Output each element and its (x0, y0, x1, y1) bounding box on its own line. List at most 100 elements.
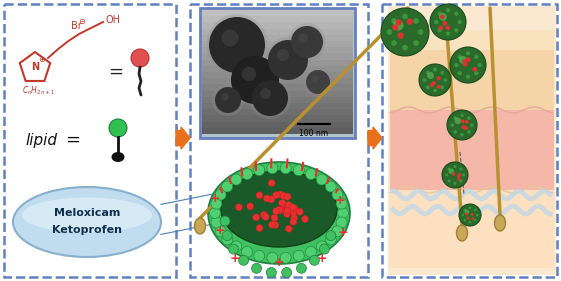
Circle shape (222, 231, 232, 241)
Circle shape (296, 208, 304, 215)
Circle shape (470, 123, 473, 127)
Bar (390, 30, 554, 110)
Circle shape (302, 216, 309, 223)
Text: =: = (65, 131, 80, 149)
Bar (202, 128, 353, 134)
Ellipse shape (221, 171, 337, 247)
Bar (388, 6, 556, 275)
Bar (202, 41, 353, 47)
Circle shape (252, 80, 288, 116)
Circle shape (396, 19, 402, 25)
Circle shape (284, 193, 291, 200)
Circle shape (392, 24, 398, 31)
Circle shape (440, 71, 444, 74)
Circle shape (222, 30, 238, 46)
Circle shape (280, 192, 287, 200)
Circle shape (332, 226, 343, 237)
Circle shape (419, 64, 451, 96)
Circle shape (280, 252, 291, 263)
Circle shape (267, 252, 278, 263)
Circle shape (413, 18, 419, 24)
Bar (202, 53, 353, 60)
Circle shape (438, 28, 442, 32)
Circle shape (336, 217, 347, 228)
Circle shape (291, 214, 298, 221)
Circle shape (109, 119, 127, 137)
Circle shape (448, 169, 454, 174)
Circle shape (426, 71, 430, 74)
Circle shape (280, 201, 287, 208)
Circle shape (430, 83, 434, 87)
Circle shape (251, 263, 261, 273)
Circle shape (289, 204, 296, 211)
Ellipse shape (13, 187, 161, 257)
Circle shape (442, 162, 468, 188)
Text: Ketoprofen: Ketoprofen (52, 225, 122, 235)
Circle shape (427, 72, 434, 79)
Circle shape (231, 56, 279, 104)
Circle shape (467, 217, 470, 219)
Bar (202, 35, 353, 41)
Circle shape (256, 225, 263, 232)
Text: $\mathit{C_nH_{2n+1}}$: $\mathit{C_nH_{2n+1}}$ (21, 85, 54, 97)
Circle shape (391, 40, 397, 46)
Circle shape (288, 23, 326, 61)
Circle shape (443, 21, 447, 26)
Circle shape (402, 13, 408, 19)
Bar (202, 72, 353, 78)
Circle shape (466, 57, 471, 62)
Text: +: + (335, 194, 346, 207)
Circle shape (426, 85, 430, 89)
Circle shape (430, 4, 466, 40)
Circle shape (460, 133, 464, 137)
Circle shape (254, 250, 265, 261)
Circle shape (453, 130, 457, 134)
Circle shape (473, 209, 476, 211)
Bar (390, 110, 554, 190)
Circle shape (211, 217, 222, 228)
Circle shape (277, 207, 283, 214)
Circle shape (220, 216, 230, 226)
Circle shape (468, 207, 471, 209)
Circle shape (448, 167, 450, 171)
Circle shape (464, 126, 468, 130)
Circle shape (228, 244, 238, 254)
Bar (200, 8, 355, 138)
Circle shape (277, 191, 284, 198)
Circle shape (439, 26, 443, 30)
Bar (202, 90, 353, 97)
Circle shape (453, 165, 457, 168)
Circle shape (463, 209, 466, 211)
Circle shape (284, 207, 291, 214)
Circle shape (256, 192, 263, 199)
Ellipse shape (195, 218, 205, 234)
Circle shape (462, 125, 466, 129)
Bar (202, 78, 353, 85)
Bar (202, 22, 353, 29)
Circle shape (407, 19, 413, 25)
Text: OH: OH (105, 15, 120, 25)
Circle shape (209, 207, 220, 219)
Circle shape (459, 56, 467, 64)
Circle shape (231, 174, 242, 185)
Text: ⊕: ⊕ (39, 56, 45, 65)
Circle shape (445, 26, 450, 30)
Circle shape (265, 37, 311, 83)
Circle shape (468, 221, 471, 223)
Circle shape (476, 214, 479, 216)
Circle shape (467, 130, 471, 134)
Circle shape (269, 221, 275, 228)
Circle shape (465, 213, 468, 216)
Bar (202, 47, 353, 54)
Circle shape (454, 28, 458, 32)
Bar (202, 29, 353, 35)
Circle shape (231, 241, 242, 252)
Circle shape (450, 47, 486, 83)
Circle shape (293, 165, 304, 176)
Bar (202, 109, 353, 116)
Circle shape (263, 195, 270, 202)
Circle shape (271, 214, 278, 221)
Circle shape (474, 71, 479, 75)
Circle shape (209, 17, 265, 73)
Circle shape (453, 182, 457, 185)
